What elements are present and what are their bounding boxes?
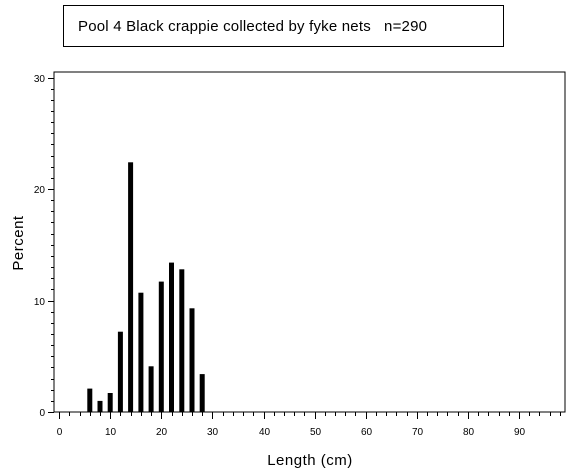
bars xyxy=(87,162,205,412)
bar xyxy=(138,292,144,412)
y-tick-label: 10 xyxy=(34,297,46,308)
y-axis-label: Percent xyxy=(10,215,27,271)
axes: 0 10 20 30 0 10 20 30 40 50 60 70 80 90 xyxy=(34,71,566,438)
x-tick-label: 80 xyxy=(463,427,475,438)
x-tick-label: 50 xyxy=(310,427,322,438)
y-tick-label: 20 xyxy=(34,185,46,196)
bar xyxy=(169,262,174,412)
bar xyxy=(97,400,103,412)
bar xyxy=(189,308,195,412)
x-tick-label: 60 xyxy=(361,427,373,438)
plot-frame xyxy=(53,71,566,413)
bar xyxy=(179,269,185,412)
x-tick-label: 90 xyxy=(514,427,526,438)
bar xyxy=(117,331,123,412)
bar xyxy=(199,374,205,412)
x-tick-label: 20 xyxy=(156,427,168,438)
bar xyxy=(148,366,154,412)
x-tick-label: 30 xyxy=(207,427,219,438)
chart-title: Pool 4 Black crappie collected by fyke n… xyxy=(78,18,428,35)
bar xyxy=(87,388,93,412)
x-axis-label: Length (cm) xyxy=(267,452,353,469)
x-tick-label: 0 xyxy=(57,427,63,438)
bar xyxy=(107,393,113,412)
x-tick-label: 70 xyxy=(412,427,424,438)
bar xyxy=(158,281,164,412)
bar xyxy=(128,162,134,412)
x-tick-label: 10 xyxy=(105,427,117,438)
y-tick-label: 0 xyxy=(39,408,45,419)
y-tick-label: 30 xyxy=(34,74,46,85)
x-tick-label: 40 xyxy=(259,427,271,438)
title-box: Pool 4 Black crappie collected by fyke n… xyxy=(63,5,504,47)
